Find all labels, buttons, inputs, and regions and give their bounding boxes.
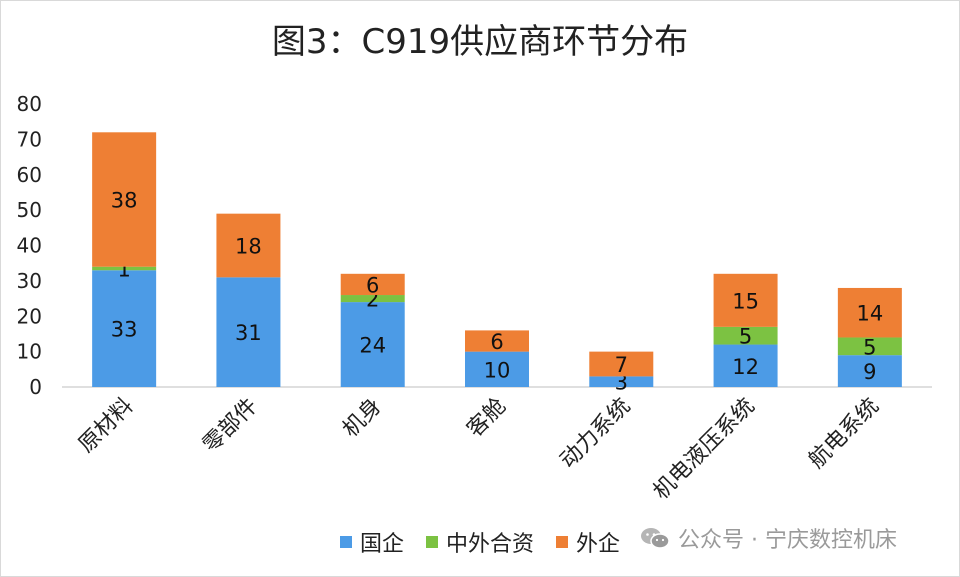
data-label: 14 (856, 302, 883, 326)
bar-segment-waiqi (713, 273, 778, 327)
x-tick-label: 动力系统 (556, 394, 636, 474)
y-tick-label: 40 (17, 234, 42, 258)
y-tick-label: 30 (17, 269, 42, 293)
bar-segment-waiqi (216, 213, 281, 278)
data-label: 38 (111, 189, 138, 213)
watermark: 公众号 · 宁庆数控机床 (640, 522, 897, 554)
watermark-text: 公众号 · 宁庆数控机床 (678, 528, 897, 553)
data-label: 12 (732, 355, 759, 379)
x-tick-label: 航电系统 (804, 394, 884, 474)
bar-segment-waiqi (92, 132, 157, 267)
legend: 国企 中外合资 外企 (340, 526, 620, 558)
data-label: 3 (615, 371, 628, 395)
bar-segment-waiqi (589, 351, 654, 377)
chart-title: 图3：C919供应商环节分布 (271, 22, 689, 62)
bar-segment-guoqi (589, 376, 654, 387)
bar-segment-zhongwaihezi (340, 295, 405, 303)
legend-label-guoqi: 国企 (360, 532, 405, 557)
y-tick-label: 0 (29, 375, 42, 399)
legend-swatch-guoqi (340, 536, 352, 548)
bar-segment-waiqi (465, 330, 529, 352)
data-label: 7 (615, 353, 628, 377)
data-label: 33 (111, 318, 138, 342)
legend-label-waiqi: 外企 (576, 532, 621, 557)
data-label: 5 (739, 325, 752, 349)
data-label: 5 (863, 335, 876, 359)
x-tick-label: 机电液压系统 (649, 394, 760, 505)
bar-segment-guoqi (92, 270, 157, 387)
bar-segment-zhongwaihezi (713, 326, 778, 345)
bar-segment-waiqi (837, 287, 902, 338)
legend-item-waiqi: 外企 (556, 526, 620, 558)
legend-swatch-waiqi (556, 536, 569, 548)
data-label: 9 (863, 360, 876, 384)
data-label: 31 (235, 321, 262, 345)
bar-segment-guoqi (713, 344, 778, 387)
y-tick-label: 50 (17, 198, 42, 222)
bar-segment-waiqi (340, 273, 405, 296)
data-label: 6 (490, 330, 503, 354)
bar-segment-zhongwaihezi (92, 266, 157, 271)
bar-segment-guoqi (340, 302, 405, 387)
wechat-icon (640, 526, 670, 550)
y-tick-label: 20 (17, 304, 42, 328)
x-tick-label: 机身 (338, 394, 387, 443)
data-label: 6 (366, 273, 379, 297)
bar-segment-zhongwaihezi (837, 337, 902, 356)
data-label: 10 (484, 358, 511, 382)
bar-segment-guoqi (216, 277, 281, 387)
data-label: 15 (732, 289, 759, 313)
x-tick-label: 客舱 (462, 394, 511, 443)
y-tick-label: 60 (17, 163, 42, 187)
legend-item-guoqi: 国企 (340, 526, 404, 558)
x-tick-label: 原材料 (74, 394, 138, 458)
y-tick-label: 10 (17, 340, 42, 364)
data-label: 18 (235, 235, 262, 259)
legend-swatch-zhongwaihezi (426, 536, 439, 548)
bar-segment-guoqi (465, 351, 529, 387)
bar-segment-guoqi (837, 355, 902, 387)
data-label: 24 (359, 334, 386, 358)
legend-item-zhongwaihezi: 中外合资 (426, 526, 534, 558)
y-tick-label: 70 (17, 127, 42, 151)
y-tick-label: 80 (17, 92, 42, 116)
x-tick-label: 零部件 (198, 394, 262, 458)
legend-label-zhongwaihezi: 中外合资 (446, 532, 535, 557)
